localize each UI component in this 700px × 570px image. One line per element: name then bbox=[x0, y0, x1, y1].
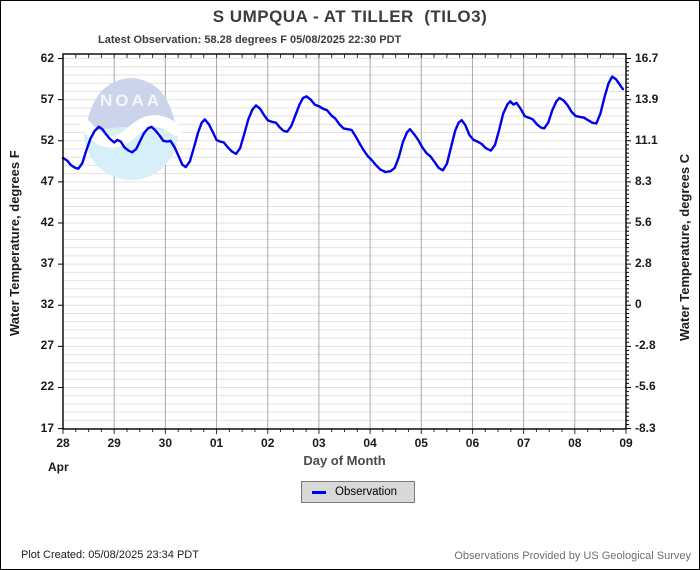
x-tick-label: 02 bbox=[261, 436, 275, 450]
y-left-tick-label: 32 bbox=[40, 297, 54, 312]
y-left-tick-label: 62 bbox=[40, 50, 54, 65]
noaa-logo-text: NOAA bbox=[100, 91, 162, 110]
plot-created-text: Plot Created: 05/08/2025 23:34 PDT bbox=[21, 549, 199, 561]
y-right-tick-label: 13.9 bbox=[635, 91, 659, 106]
x-tick-label: 03 bbox=[312, 436, 326, 450]
y-left-tick-label: 47 bbox=[40, 173, 54, 188]
y-right-tick-label: 8.3 bbox=[635, 173, 652, 188]
observation-line bbox=[61, 75, 625, 174]
x-tick-label: 07 bbox=[516, 436, 531, 450]
y-left-tick-label: 42 bbox=[40, 214, 54, 229]
y-left-tick-label: 37 bbox=[40, 256, 54, 271]
y-right-tick-label: -5.6 bbox=[635, 379, 656, 394]
y-left-tick-label: 27 bbox=[40, 338, 54, 353]
y-right-tick-label: -8.3 bbox=[635, 420, 656, 435]
y-right-tick-label: 2.8 bbox=[635, 256, 652, 271]
x-tick-label: 09 bbox=[619, 436, 633, 450]
latest-observation-text: Latest Observation: 58.28 degrees F 05/0… bbox=[98, 34, 402, 46]
y-left-tick-label: 22 bbox=[40, 379, 54, 394]
x-tick-label: 30 bbox=[158, 436, 173, 450]
month-label: Apr bbox=[48, 460, 69, 474]
x-axis-label: Day of Month bbox=[303, 453, 386, 468]
y-axis-right-label: Water Temperature, degrees C bbox=[677, 153, 692, 341]
data-source-text: Observations Provided by US Geological S… bbox=[454, 550, 691, 562]
y-right-tick-label: 11.1 bbox=[635, 132, 658, 147]
legend: Observation bbox=[301, 481, 415, 503]
page-title: S UMPQUA - AT TILLER (TILO3) bbox=[212, 7, 488, 26]
x-tick-label: 06 bbox=[465, 436, 480, 450]
legend-label: Observation bbox=[335, 486, 398, 498]
x-tick-label: 08 bbox=[568, 436, 582, 450]
plot-frame bbox=[62, 53, 627, 430]
y-right-tick-label: 5.6 bbox=[635, 214, 652, 229]
y-right-tick-label: 0 bbox=[635, 297, 642, 312]
x-tick-label: 28 bbox=[56, 436, 70, 450]
y-right-tick-label: 16.7 bbox=[635, 50, 659, 65]
y-left-tick-label: 17 bbox=[40, 420, 54, 435]
x-tick-label: 01 bbox=[209, 436, 224, 450]
x-tick-label: 29 bbox=[107, 436, 121, 450]
y-left-tick-label: 57 bbox=[40, 91, 54, 106]
x-tick-label: 04 bbox=[363, 436, 377, 450]
x-tick-label: 05 bbox=[414, 436, 428, 450]
y-axis-left-label: Water Temperature, degrees F bbox=[7, 150, 22, 336]
y-right-tick-label: -2.8 bbox=[635, 338, 656, 353]
noaa-logo: NOAA bbox=[80, 78, 182, 180]
legend-line-swatch bbox=[312, 490, 326, 494]
y-left-tick-label: 52 bbox=[40, 132, 54, 147]
